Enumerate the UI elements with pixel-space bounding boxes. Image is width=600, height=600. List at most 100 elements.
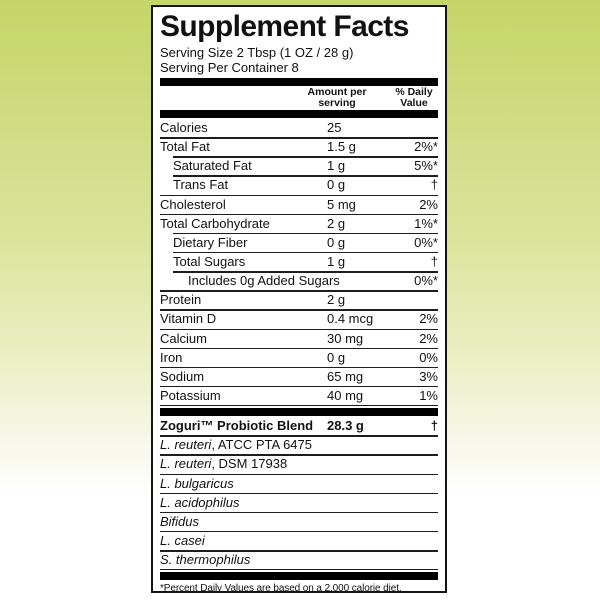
nutrient-row: Calcium 30 mg 2% <box>160 328 438 348</box>
nutrient-name: Potassium <box>160 388 221 404</box>
ingredient-latin-name: L. reuteri <box>160 437 212 453</box>
nutrient-name: Cholesterol <box>160 196 226 212</box>
nutrient-name: Total Sugars <box>173 254 246 270</box>
ingredient-name: Bifidus <box>160 514 199 529</box>
nutrient-name: Total Carbohydrate <box>160 215 270 231</box>
probiotic-blend-section: Zoguri™ Probiotic Blend 28.3 g † L. reuteri… <box>160 416 438 571</box>
servings-per-container: Serving Per Container 8 <box>160 59 299 75</box>
divider-bar-footnotes <box>160 572 438 581</box>
footnote-daily-values: *Percent Daily Values are based on a 2,0… <box>160 583 402 593</box>
ingredient-name: S. thermophilus <box>160 552 250 567</box>
panel-title: Supplement Facts <box>160 10 409 43</box>
nutrient-name: Saturated Fat <box>173 158 252 174</box>
nutrient-amount: 2 g <box>327 292 346 308</box>
nutrient-amount: 1.5 g <box>327 139 356 155</box>
ingredient-strain-id: , DSM 17938 <box>211 456 288 472</box>
ingredient-name: L. reuteri, ATCC PTA 6475 <box>160 437 312 452</box>
nutrient-name: Trans Fat <box>173 177 229 193</box>
blend-amount: 28.3 g <box>327 418 364 434</box>
divider-bar-blend <box>160 408 438 417</box>
nutrient-daily-value: 2% <box>419 311 438 327</box>
blend-ingredient-row: L. bulgaricus <box>160 473 438 493</box>
nutrient-row: Total Fat 1.5 g 2%* <box>160 137 438 156</box>
nutrient-name: Calories <box>160 120 208 136</box>
ingredient-latin-name: Bifidus <box>160 513 200 529</box>
blend-ingredient-row: L. reuteri, DSM 17938 <box>160 454 438 473</box>
nutrient-amount: 30 mg <box>327 330 364 346</box>
ingredient-latin-name: L. bulgaricus <box>160 475 234 491</box>
nutrient-row: Protein 2 g <box>160 290 438 309</box>
ingredient-latin-name: L. acidophilus <box>160 494 240 510</box>
nutrient-amount: 1 g <box>327 158 346 174</box>
nutrient-name: Calcium <box>160 330 207 346</box>
nutrient-name: Includes 0g Added Sugars <box>188 273 340 289</box>
blend-ingredient-row: S. thermophilus <box>160 550 438 569</box>
ingredient-name: L. acidophilus <box>160 495 240 510</box>
nutrient-daily-value: 2%* <box>414 139 438 155</box>
nutrient-row: Iron 0 g 0% <box>160 347 438 367</box>
supplement-facts-panel: Supplement Facts Serving Size 2 Tbsp (1 … <box>151 5 447 593</box>
blend-ingredient-row: L. acidophilus <box>160 492 438 512</box>
nutrient-daily-value: 0% <box>419 349 438 365</box>
nutrient-row: Includes 0g Added Sugars 0%* <box>160 271 438 290</box>
nutrient-row: Trans Fat 0 g † <box>160 175 438 194</box>
blend-header-row: Zoguri™ Probiotic Blend 28.3 g † <box>160 416 438 435</box>
nutrient-daily-value: 1% <box>419 388 438 404</box>
footnotes: *Percent Daily Values are based on a 2,0… <box>160 583 438 593</box>
nutrient-daily-value: 1%* <box>414 215 438 231</box>
nutrient-daily-value: 2% <box>419 330 438 346</box>
nutrient-amount: 0 g <box>327 349 346 365</box>
ingredient-latin-name: L. reuteri <box>160 456 212 472</box>
column-headers: Amount per serving % Daily Value <box>160 86 438 110</box>
nutrient-name: Sodium <box>160 368 205 384</box>
ingredient-name: L. bulgaricus <box>160 476 234 491</box>
nutrient-daily-value: † <box>430 177 438 193</box>
nutrient-amount: 2 g <box>327 215 346 231</box>
ingredient-strain-id: , ATCC PTA 6475 <box>211 437 312 453</box>
nutrient-name: Iron <box>160 349 183 365</box>
nutrient-name: Dietary Fiber <box>173 234 248 250</box>
nutrient-amount: 0 g <box>327 177 346 193</box>
blend-name: Zoguri™ Probiotic Blend <box>160 418 314 434</box>
ingredient-latin-name: L. casei <box>160 533 205 549</box>
nutrient-amount: 0 g <box>327 234 346 250</box>
nutrient-row: Cholesterol 5 mg 2% <box>160 194 438 214</box>
nutrient-row: Dietary Fiber 0 g 0%* <box>160 232 438 252</box>
nutrient-amount: 0.4 mcg <box>327 311 374 327</box>
ingredient-name: L. reuteri, DSM 17938 <box>160 456 287 471</box>
nutrient-row: Sodium 65 mg 3% <box>160 366 438 386</box>
nutrient-amount: 65 mg <box>327 368 364 384</box>
blend-ingredient-row: L. reuteri, ATCC PTA 6475 <box>160 435 438 454</box>
nutrient-amount: 25 <box>327 120 342 136</box>
column-header-percent-daily-value: % Daily Value <box>395 86 433 109</box>
nutrient-row: Vitamin D 0.4 mcg 2% <box>160 309 438 328</box>
nutrient-name: Vitamin D <box>160 311 217 327</box>
ingredient-latin-name: S. thermophilus <box>160 552 251 568</box>
nutrient-daily-value: 2% <box>419 196 438 212</box>
nutrient-row: Calories 25 <box>160 118 438 137</box>
divider-bar-top <box>160 78 438 86</box>
nutrient-row: Potassium 40 mg 1% <box>160 385 438 405</box>
ingredient-name: L. casei <box>160 533 205 548</box>
nutrients-section: Calories 25 Total Fat 1.5 g 2%* Saturated Fat… <box>160 118 438 407</box>
column-header-amount-per-serving: Amount per serving <box>307 86 367 109</box>
nutrient-row: Saturated Fat 1 g 5%* <box>160 156 438 175</box>
nutrient-amount: 5 mg <box>327 196 356 212</box>
nutrient-daily-value: † <box>430 254 438 270</box>
blend-ingredient-row: L. casei <box>160 530 438 550</box>
nutrient-daily-value: 5%* <box>414 158 438 174</box>
nutrient-daily-value: 0%* <box>414 273 438 289</box>
nutrient-amount: 40 mg <box>327 388 364 404</box>
nutrient-daily-value: 0%* <box>414 234 438 250</box>
nutrient-name: Total Fat <box>160 139 210 155</box>
blend-ingredient-row: Bifidus <box>160 511 438 531</box>
nutrient-row: Total Carbohydrate 2 g 1%* <box>160 213 438 233</box>
serving-size: Serving Size 2 Tbsp (1 OZ / 28 g) <box>160 45 354 60</box>
blend-daily-value: † <box>430 418 438 434</box>
nutrient-amount: 1 g <box>327 254 346 270</box>
nutrient-daily-value: 3% <box>419 368 438 384</box>
divider-bar-header <box>160 110 438 118</box>
nutrient-name: Protein <box>160 292 202 308</box>
nutrient-row: Total Sugars 1 g † <box>160 251 438 271</box>
